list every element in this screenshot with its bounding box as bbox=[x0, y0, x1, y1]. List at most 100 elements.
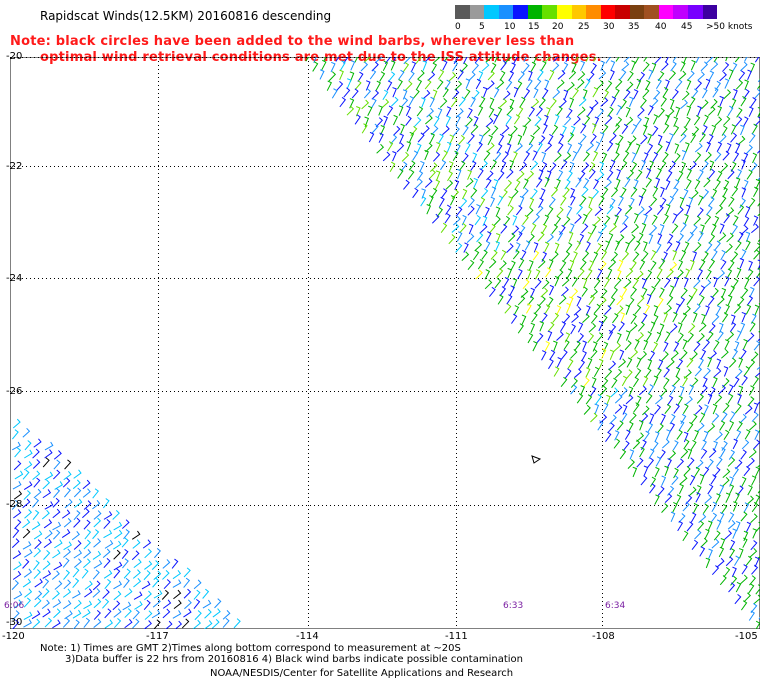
wind-barb bbox=[548, 259, 554, 270]
wind-barb bbox=[511, 188, 519, 199]
wind-barb bbox=[113, 590, 122, 601]
wind-barb bbox=[482, 215, 488, 227]
wind-barb bbox=[467, 133, 475, 144]
wind-barb bbox=[647, 105, 654, 116]
wind-barb bbox=[505, 114, 512, 126]
wind-barb bbox=[686, 168, 692, 179]
wind-barb bbox=[53, 529, 61, 540]
wind-barb bbox=[719, 512, 725, 523]
wind-barb bbox=[592, 251, 599, 263]
wind-barb bbox=[675, 240, 681, 252]
wind-barb bbox=[512, 215, 518, 226]
wind-barb bbox=[133, 591, 143, 600]
wind-barb bbox=[626, 169, 635, 180]
wind-barb bbox=[651, 62, 657, 74]
wind-barb bbox=[749, 321, 756, 332]
wind-barb bbox=[581, 250, 590, 261]
wind-barb bbox=[711, 501, 718, 513]
wind-barb bbox=[576, 393, 584, 404]
wind-barb bbox=[84, 588, 93, 598]
wind-barb bbox=[753, 276, 760, 287]
wind-barb bbox=[63, 518, 72, 528]
wind-barb bbox=[428, 169, 436, 180]
wind-barb bbox=[670, 350, 679, 360]
wind-barb bbox=[113, 608, 122, 618]
wind-barb bbox=[82, 609, 91, 619]
wind-barb bbox=[510, 62, 516, 73]
wind-barb bbox=[104, 619, 114, 629]
wind-barb bbox=[44, 449, 53, 459]
wind-barb bbox=[499, 70, 506, 81]
wind-barb bbox=[523, 117, 532, 127]
wind-barb bbox=[724, 304, 730, 315]
wind-barb bbox=[523, 151, 531, 162]
wind-barb bbox=[522, 62, 530, 73]
wind-barb bbox=[454, 80, 463, 91]
wind-barb bbox=[622, 150, 630, 161]
wind-barb bbox=[614, 277, 622, 288]
wind-barb bbox=[409, 131, 415, 143]
wind-barb bbox=[455, 242, 463, 253]
wind-barb bbox=[461, 188, 468, 200]
wind-barb bbox=[515, 142, 523, 153]
wind-barb bbox=[540, 60, 547, 71]
wind-barb bbox=[22, 528, 31, 539]
wind-barb bbox=[504, 303, 512, 314]
legend-label: 40 bbox=[655, 22, 667, 32]
wind-barb bbox=[555, 178, 561, 190]
wind-barb bbox=[591, 377, 597, 388]
wind-barb bbox=[615, 143, 620, 154]
wind-barb bbox=[703, 430, 709, 442]
wind-barb bbox=[598, 358, 604, 370]
wind-barb bbox=[637, 321, 645, 332]
wind-barb bbox=[636, 332, 645, 342]
wind-barb bbox=[679, 385, 685, 397]
wind-barb bbox=[678, 420, 685, 431]
wind-barb bbox=[722, 312, 729, 323]
wind-barb bbox=[202, 588, 210, 599]
wind-barb bbox=[728, 420, 735, 432]
wind-barb bbox=[661, 475, 667, 486]
wind-barb bbox=[367, 105, 373, 116]
wind-barb bbox=[697, 231, 704, 242]
wind-barb bbox=[723, 213, 731, 224]
wind-barb bbox=[710, 474, 717, 485]
wind-barb bbox=[673, 116, 679, 127]
wind-barb bbox=[713, 530, 721, 541]
wind-barb bbox=[690, 512, 697, 523]
wind-barb bbox=[572, 150, 578, 162]
wind-barb bbox=[442, 87, 449, 98]
wind-barb bbox=[193, 598, 201, 610]
wind-barb bbox=[739, 258, 745, 269]
wind-barb bbox=[732, 501, 738, 512]
wind-barb bbox=[509, 285, 515, 296]
wind-barb bbox=[396, 79, 403, 90]
wind-barb bbox=[699, 259, 706, 270]
wind-barb bbox=[449, 134, 455, 145]
legend-swatch bbox=[556, 5, 572, 19]
wind-barb bbox=[581, 162, 590, 172]
wind-barb bbox=[692, 312, 698, 323]
wind-barb bbox=[496, 268, 504, 279]
wind-barb bbox=[633, 179, 639, 190]
wind-barb bbox=[598, 320, 604, 332]
wind-barb bbox=[144, 590, 152, 601]
wind-barb bbox=[729, 539, 736, 551]
wind-barb bbox=[741, 476, 747, 488]
wind-barb bbox=[212, 608, 221, 618]
wind-barb bbox=[679, 475, 688, 485]
wind-barb bbox=[551, 224, 559, 235]
wind-barb bbox=[617, 234, 625, 245]
wind-barb bbox=[602, 402, 609, 413]
wind-barb bbox=[564, 179, 571, 190]
wind-barb bbox=[569, 259, 575, 271]
wind-barb bbox=[636, 78, 642, 90]
wind-barb bbox=[575, 57, 579, 62]
wind-barb bbox=[616, 305, 624, 316]
wind-barb bbox=[12, 550, 22, 560]
wind-barb bbox=[586, 268, 593, 279]
wind-barb bbox=[584, 78, 591, 89]
wind-barb bbox=[521, 187, 529, 198]
wind-barb bbox=[685, 494, 693, 505]
wind-barb bbox=[611, 377, 618, 389]
